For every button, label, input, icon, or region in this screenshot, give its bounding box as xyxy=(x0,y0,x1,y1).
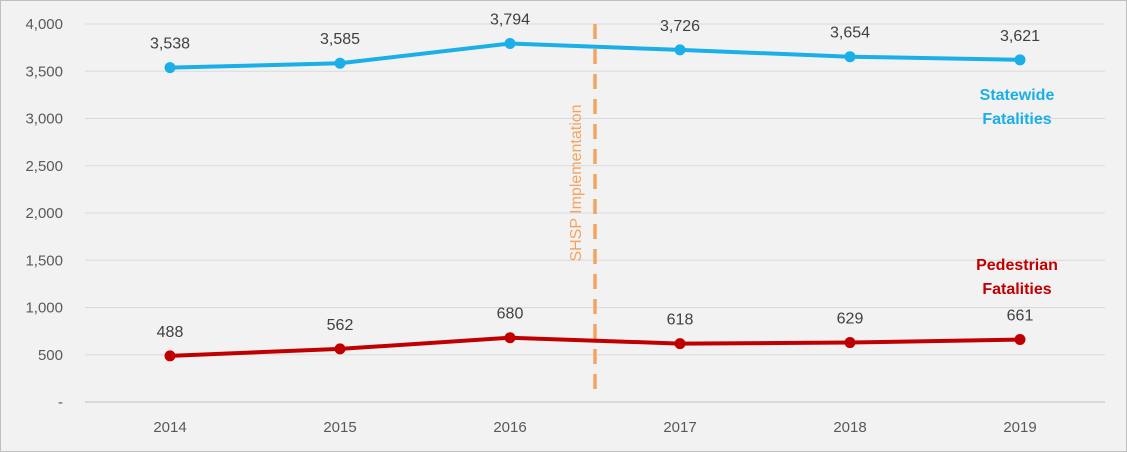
data-label: 3,621 xyxy=(1000,28,1040,45)
y-tick-label: 2,500 xyxy=(25,158,63,175)
data-label: 3,585 xyxy=(320,31,360,48)
y-tick-label: 3,500 xyxy=(25,63,63,80)
annotation-label: SHSP Implementation xyxy=(568,104,585,261)
data-point xyxy=(1014,54,1026,66)
y-tick-label: 2,000 xyxy=(25,205,63,222)
data-point xyxy=(844,337,856,349)
series-name-label: Pedestrian xyxy=(976,257,1058,274)
data-label: 488 xyxy=(157,324,184,341)
series-labels: Statewide Fatalities Pedestrian Fatalities xyxy=(976,87,1058,298)
series-layer: 3,538 3,585 3,794 3,726 3,654 3,621 488 562 680 6… xyxy=(150,11,1040,362)
data-point xyxy=(164,62,176,74)
y-tick-label: 3,000 xyxy=(25,111,63,128)
x-tick-label: 2015 xyxy=(323,419,356,436)
data-point xyxy=(334,57,346,69)
annotation-layer: SHSP Implementation xyxy=(568,24,597,395)
data-label: 629 xyxy=(837,311,864,328)
y-tick-label: 4,000 xyxy=(25,16,63,33)
x-tick-label: 2016 xyxy=(493,419,526,436)
series-line xyxy=(169,41,1021,70)
series-name-label: Fatalities xyxy=(982,111,1051,128)
data-point xyxy=(504,332,516,344)
series-line xyxy=(169,335,1021,358)
x-tick-label: 2014 xyxy=(153,419,186,436)
data-point xyxy=(504,37,516,49)
data-point xyxy=(674,44,686,56)
x-tick-label: 2018 xyxy=(833,419,866,436)
data-label: 3,654 xyxy=(830,25,870,42)
x-axis: 2014 2015 2016 2017 2018 2019 xyxy=(153,419,1036,436)
x-tick-label: 2019 xyxy=(1003,419,1036,436)
data-point xyxy=(1014,334,1026,346)
data-label: 562 xyxy=(327,317,354,334)
data-label: 3,726 xyxy=(660,18,700,35)
y-tick-label: - xyxy=(58,394,63,411)
data-point xyxy=(334,343,346,355)
data-point xyxy=(844,51,856,63)
data-label: 680 xyxy=(497,306,524,323)
x-tick-label: 2017 xyxy=(663,419,696,436)
y-tick-label: 1,000 xyxy=(25,300,63,317)
data-label: 618 xyxy=(667,312,694,329)
data-label: 3,538 xyxy=(150,36,190,53)
series-name-label: Statewide xyxy=(980,87,1055,104)
y-axis: - 500 1,000 1,500 2,000 2,500 3,000 3,500 4,000 xyxy=(25,16,63,411)
series-name-label: Fatalities xyxy=(982,281,1051,298)
data-label: 661 xyxy=(1007,308,1034,325)
y-tick-label: 1,500 xyxy=(25,252,63,269)
data-point xyxy=(674,338,686,350)
y-tick-label: 500 xyxy=(38,347,63,364)
data-point xyxy=(164,350,176,362)
data-label: 3,794 xyxy=(490,11,530,28)
